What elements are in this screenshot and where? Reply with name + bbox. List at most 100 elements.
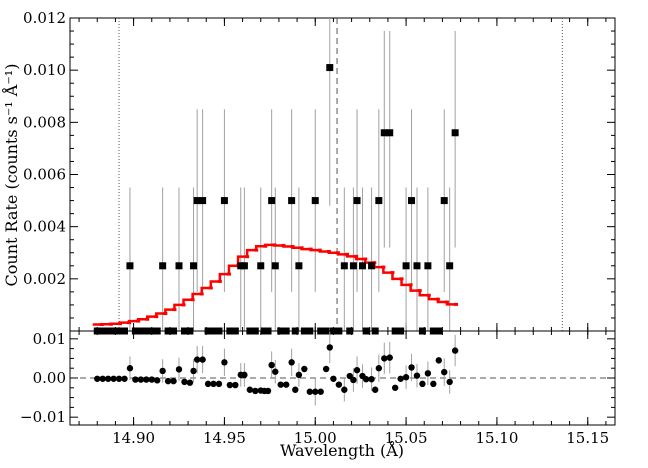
residual-point <box>292 386 299 393</box>
residual-point <box>301 365 308 373</box>
residual-point <box>252 387 259 395</box>
residual-point <box>277 381 284 388</box>
residual-point <box>199 356 206 363</box>
top-x-axis-ticks <box>78 18 607 331</box>
bottom-x-axis-ticks: 14.90 14.95 15.00 15.05 15.10 15.15 <box>78 331 609 447</box>
residual-point <box>193 356 201 363</box>
data-point-square <box>199 197 207 205</box>
residual-point <box>353 366 361 374</box>
data-point-square <box>240 262 248 270</box>
residual-point <box>295 371 303 379</box>
top-reference-lines <box>118 18 563 331</box>
residual-point <box>368 375 375 383</box>
residual-point <box>375 365 383 372</box>
residual-point <box>148 376 155 383</box>
residual-point <box>126 365 134 372</box>
residual-point <box>94 375 101 382</box>
data-point-square <box>326 64 334 72</box>
bottom-panel: −0.010.000.01 14.90 14.95 15.00 15.05 15.10 1… <box>20 330 616 460</box>
data-point-square <box>368 262 376 270</box>
residual-point <box>326 344 333 351</box>
y-tick-label: 0.002 <box>23 270 66 288</box>
residual-point <box>397 375 404 382</box>
residual-point <box>441 368 448 376</box>
data-point-square <box>446 262 454 270</box>
y-tick-label: 0.010 <box>23 61 66 79</box>
residual-point <box>419 380 426 388</box>
top-y-axis-ticks: 0.002 0.004 0.006 0.008 0.010 0.012 <box>23 9 615 332</box>
residual-point <box>386 354 393 361</box>
x-tick-label: 15.05 <box>385 429 428 447</box>
residual-point <box>408 364 415 371</box>
residual-point <box>381 355 388 362</box>
data-point-square <box>175 262 183 270</box>
residual-point <box>372 386 379 393</box>
data-point-square <box>424 262 432 270</box>
residual-point <box>143 376 150 383</box>
data-point-square <box>380 129 388 137</box>
residual-point <box>330 375 337 382</box>
residual-point <box>335 381 343 388</box>
x-tick-label: 15.15 <box>566 429 609 447</box>
data-point-square <box>353 197 361 205</box>
residual-point <box>288 359 295 366</box>
residual-point <box>164 377 172 385</box>
data-point-square <box>311 197 319 205</box>
residual-point <box>413 372 421 379</box>
y-tick-label: 0.012 <box>23 9 66 27</box>
residual-point <box>268 361 275 369</box>
top-panel: 0.002 0.004 0.006 0.008 0.010 0.012 Count Rat… <box>1 9 616 335</box>
residual-point <box>159 367 166 375</box>
residual-point <box>306 388 313 395</box>
residual-point <box>99 375 106 382</box>
data-point-square <box>402 262 410 270</box>
residual-points <box>94 344 459 395</box>
residual-point <box>350 376 357 384</box>
data-point-square <box>237 262 245 270</box>
residual-point <box>435 357 442 364</box>
data-point-square <box>358 262 366 270</box>
x-tick-label: 14.90 <box>112 429 155 447</box>
x-tick-label: 14.95 <box>203 429 246 447</box>
residual-point <box>430 380 437 388</box>
data-point-square <box>413 262 421 270</box>
data-point-square <box>288 197 296 205</box>
residual-point <box>341 386 348 393</box>
y-tick-label: 0.004 <box>23 218 66 236</box>
residual-point <box>424 370 432 377</box>
data-point-square <box>190 262 198 270</box>
residual-point <box>132 376 139 383</box>
residual-point <box>402 374 410 381</box>
residual-point <box>204 380 212 388</box>
top-panel-frame <box>69 17 616 332</box>
data-point-square <box>440 197 448 205</box>
data-point-square <box>193 197 201 205</box>
data-point-square <box>268 197 276 205</box>
residual-point <box>317 388 324 395</box>
residual-point <box>186 379 194 386</box>
residual-y-tick-label: −0.01 <box>20 408 66 426</box>
residual-point <box>121 375 128 382</box>
residual-point <box>272 368 279 375</box>
residual-point <box>241 371 248 379</box>
residual-point <box>312 388 319 395</box>
residual-point <box>181 378 188 386</box>
data-point-square <box>295 262 303 270</box>
residual-point <box>110 375 117 382</box>
x-tick-label: 15.00 <box>294 429 337 447</box>
residual-point <box>264 387 272 395</box>
x-tick-label: 15.10 <box>475 429 518 447</box>
residual-point <box>322 365 330 373</box>
residual-y-tick-label: 0.00 <box>33 369 66 387</box>
residual-point <box>190 367 197 375</box>
residual-y-tick-label: 0.01 <box>33 330 66 348</box>
data-point-square <box>408 197 416 205</box>
data-point-square <box>386 129 394 137</box>
residual-point <box>362 375 370 383</box>
residual-point <box>221 359 228 366</box>
residual-point <box>282 381 290 388</box>
data-point-square <box>126 262 134 270</box>
data-point-square <box>451 129 459 137</box>
model-step-line <box>92 243 457 326</box>
